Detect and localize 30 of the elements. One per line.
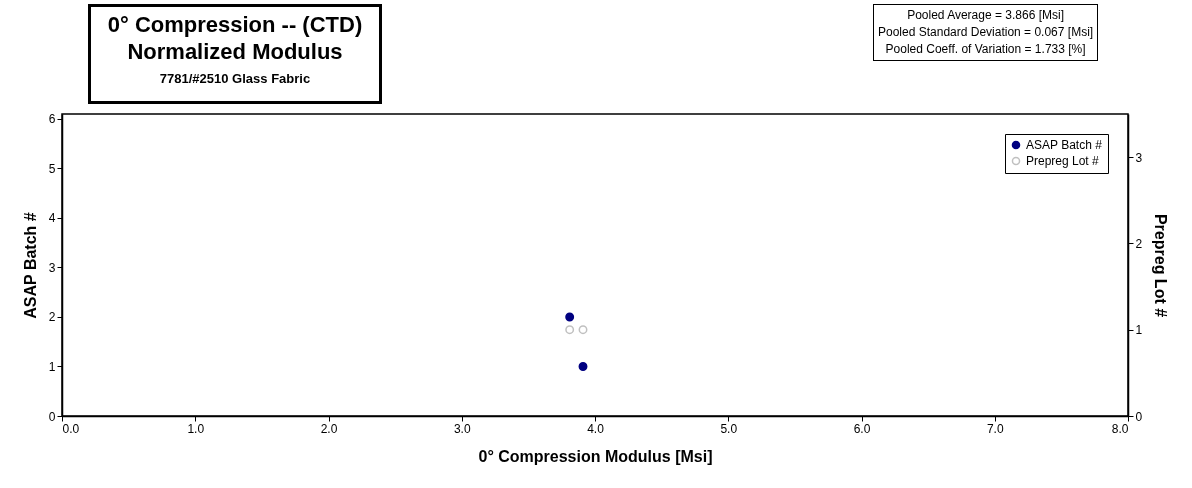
y-tick-label: 2 [48, 310, 56, 325]
y-tick-label: 1 [48, 359, 56, 374]
x-tick-label: 8.0 [1111, 421, 1129, 436]
y-tick-label: 6 [48, 112, 56, 127]
x-tick-label: 2.0 [320, 421, 338, 436]
y-tick-label: 4 [48, 211, 56, 226]
y-tick-label: 5 [48, 161, 56, 176]
x-tick-label: 4.0 [587, 421, 605, 436]
legend-label: Prepreg Lot # [1026, 154, 1100, 168]
y2-tick-label: 2 [1135, 236, 1143, 251]
y2-axis-title: Prepreg Lot # [1152, 213, 1170, 318]
legend-label: ASAP Batch # [1026, 138, 1103, 152]
x-tick-label: 5.0 [720, 421, 738, 436]
x-tick-label: 7.0 [986, 421, 1004, 436]
y-tick-label: 0 [48, 409, 56, 424]
x-tick-label: 0.0 [62, 421, 80, 436]
text: Pooled Standard Deviation = 0.067 [Msi] [878, 24, 1094, 41]
y2-tick-label: 1 [1135, 323, 1143, 338]
y2-tick-label: 3 [1135, 150, 1143, 165]
x-tick-label: 3.0 [453, 421, 471, 436]
y-axis-title: ASAP Batch # [21, 212, 39, 319]
chart-subtitle: 7781/#2510 Glass Fabric [158, 71, 312, 86]
text: Pooled Coeff. of Variation = 1.733 [%] [884, 41, 1087, 58]
x-axis-title: 0° Compression Modulus [Msi] [478, 447, 713, 465]
x-tick-label: 6.0 [853, 421, 871, 436]
y2-tick-label: 0 [1135, 409, 1143, 424]
text: Pooled Average = 3.866 [Msi] [906, 7, 1065, 24]
x-tick-label: 1.0 [187, 421, 205, 436]
y-tick-label: 3 [48, 260, 56, 275]
chart-title: 0° Compression -- (CTD) Normalized Modulus [106, 11, 364, 65]
